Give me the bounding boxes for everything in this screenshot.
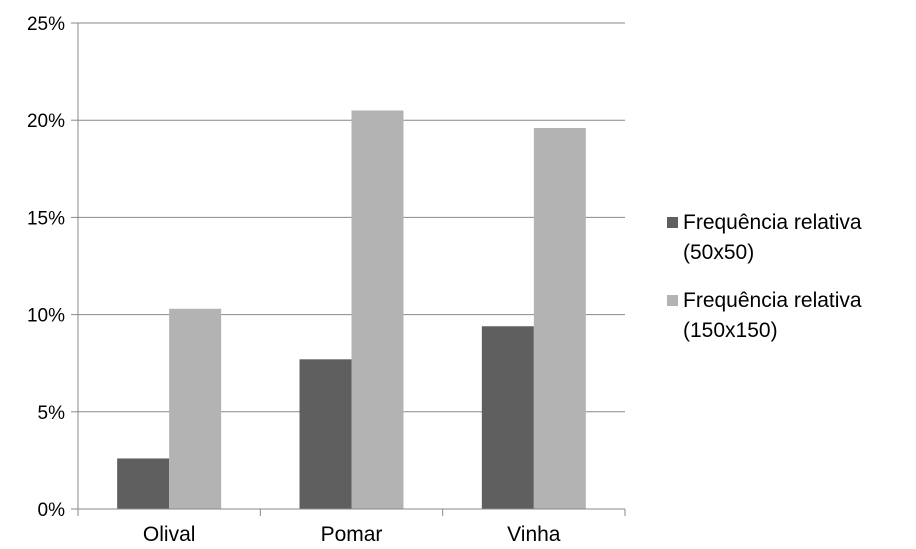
y-tick-label: 25% — [27, 14, 65, 35]
x-category-label: Olival — [143, 523, 196, 546]
bar-pomar-series-1 — [299, 359, 352, 509]
y-tick-label: 15% — [27, 208, 65, 229]
legend: Frequência relativa (50x50) Frequência rel… — [667, 211, 862, 342]
x-category-label: Vinha — [507, 523, 561, 546]
legend-label-series-1: Frequência relativa (50x50) — [683, 211, 862, 264]
y-tick-label: 0% — [38, 500, 66, 521]
legend-label-series-2: Frequência relativa (150x150) — [683, 289, 862, 342]
legend-swatch-series-1 — [667, 217, 678, 228]
bar-olival-series-2 — [169, 308, 222, 509]
bar-vinha-series-1 — [481, 326, 534, 509]
bar-pomar-series-2 — [351, 110, 404, 509]
legend-swatch-series-2 — [667, 295, 678, 306]
y-tick-labels: 0% 5% 10% 15% 20% 25% — [27, 14, 65, 521]
axes — [71, 22, 626, 516]
y-tick-label: 20% — [27, 111, 65, 132]
x-category-label: Pomar — [321, 523, 383, 546]
y-tick-label: 5% — [38, 403, 66, 424]
bar-olival-series-1 — [117, 458, 170, 509]
bar-vinha-series-2 — [533, 127, 586, 509]
y-tick-label: 10% — [27, 306, 65, 327]
x-category-labels: Olival Pomar Vinha — [143, 523, 561, 546]
bars — [117, 110, 586, 509]
